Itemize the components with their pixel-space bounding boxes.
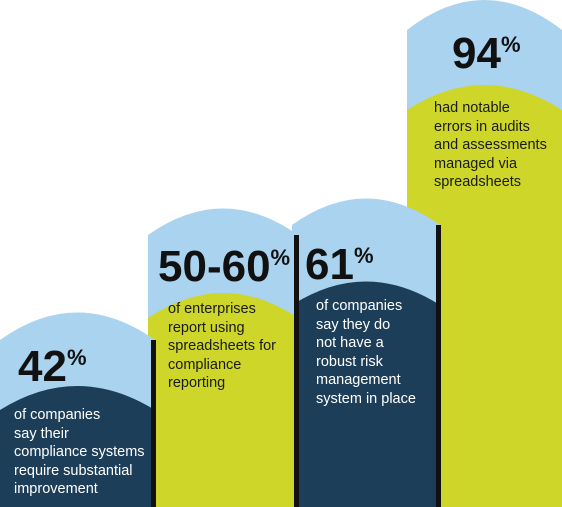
column-3 (292, 198, 441, 507)
column-4 (407, 0, 562, 507)
description-line: and assessments (434, 137, 547, 153)
stat: 50-60% (158, 245, 290, 289)
description-line: compliance systems (14, 444, 145, 460)
description: of companies say they do not have a robust … (316, 297, 416, 408)
description-line: of companies (14, 407, 101, 423)
description-line: require substantial (14, 462, 133, 479)
description: had notable errors in audits and assessmen… (434, 99, 547, 192)
stat-number: 61 (305, 240, 354, 289)
description-line: say their (14, 425, 69, 442)
description: of enterprises report using spreadsheets f… (168, 300, 276, 393)
stat: 94% (452, 32, 521, 76)
description-line: system in place (316, 390, 416, 407)
stat-number: 94 (452, 29, 501, 78)
description-line: of companies (316, 298, 403, 314)
description-line: robust risk (316, 353, 383, 370)
description-line: compliance (168, 356, 242, 373)
column-2 (148, 208, 299, 507)
stat-unit: % (66, 345, 87, 370)
column-1 (0, 312, 156, 507)
description-line: errors in audits (434, 118, 530, 135)
stat-unit: % (500, 32, 521, 57)
stat-unit: % (353, 243, 374, 268)
description-line: improvement (14, 481, 98, 497)
description-line: not have a (316, 335, 384, 351)
description-line: managed via (434, 155, 518, 172)
stat: 61% (305, 243, 374, 287)
description-line: reporting (168, 375, 226, 391)
description-line: management (316, 372, 401, 388)
stat-unit: % (270, 245, 291, 270)
description-line: report using (168, 319, 245, 336)
stat: 42% (18, 345, 87, 389)
description-line: spreadsheets for (168, 338, 277, 354)
stat-number: 42 (18, 342, 67, 391)
description-line: of enterprises (168, 301, 256, 317)
description-line: had notable (434, 100, 510, 116)
description-line: spreadsheets (434, 174, 522, 190)
description-line: say they do (316, 316, 391, 333)
stat-number: 50-60 (158, 242, 271, 291)
description: of companies say their compliance systems r… (14, 406, 145, 499)
